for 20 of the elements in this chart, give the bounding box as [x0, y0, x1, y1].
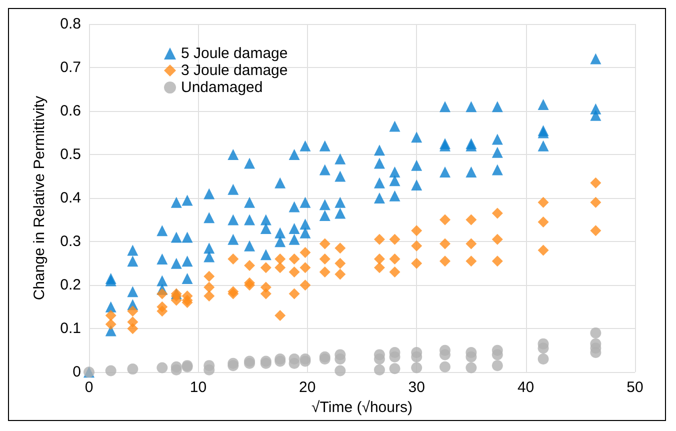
legend-label: Undamaged: [181, 79, 263, 96]
y-tick-label: 0.8: [60, 16, 81, 32]
y-tick-label: 0.4: [60, 190, 81, 207]
y-tick-label: 0.2: [60, 276, 81, 294]
y-tick-label: 0.7: [60, 59, 81, 76]
y-tick-label: 0.3: [60, 233, 81, 250]
y-tick-label: 0.6: [60, 102, 81, 120]
x-tick-label: 40: [517, 379, 534, 396]
x-tick-label: 30: [408, 379, 425, 396]
y-tick-label: 0.1: [60, 320, 81, 338]
x-tick-label: 10: [190, 379, 207, 396]
x-axis-title: √Time (√hours): [312, 399, 412, 416]
x-tick-label: 50: [626, 379, 644, 396]
legend-label: 3 Joule damage: [181, 62, 288, 79]
legend-label: 5 Joule damage: [181, 45, 288, 62]
x-tick-label: 20: [299, 379, 316, 396]
y-tick-label: 0.5: [60, 146, 81, 164]
x-tick-label: 0: [84, 379, 94, 396]
y-tick-label: 0: [72, 364, 81, 381]
y-axis-title: Change in Relative Permittivity: [31, 95, 48, 300]
